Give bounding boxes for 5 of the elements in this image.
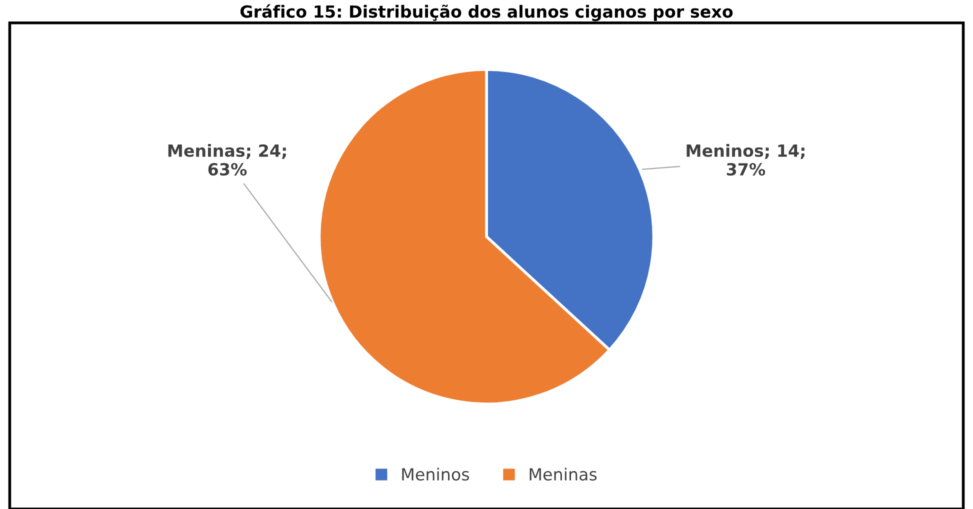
chart-title: Gráfico 15: Distribuição dos alunos ciganos por sexo bbox=[240, 4, 733, 22]
data-label: Meninos; 14; 37% bbox=[686, 144, 804, 176]
legend-label: Meninos bbox=[402, 468, 470, 481]
data-label: Meninas; 24; 63% bbox=[168, 144, 286, 176]
legend-label: Meninas bbox=[530, 468, 597, 481]
